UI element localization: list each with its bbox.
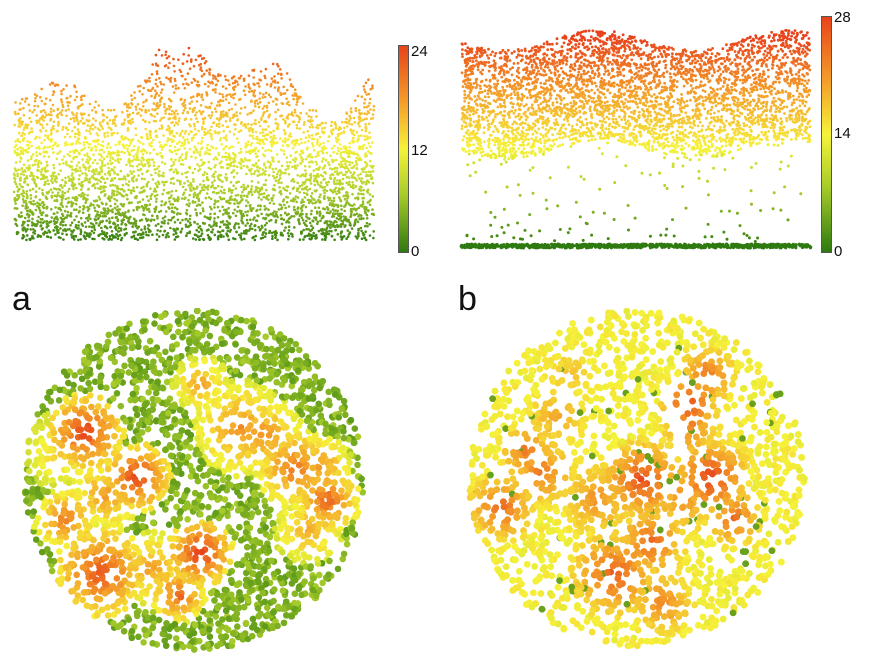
panel-b-top-view-canopy [466, 308, 808, 649]
panel-a-top-view-canopy [21, 308, 366, 653]
panel-b-height-colorbar [821, 16, 832, 253]
panel-b-colorbar-mid: 14 [834, 126, 851, 141]
panel-b-side-profile-point-cloud [459, 29, 813, 250]
panel-a-label: a [12, 282, 31, 316]
panel-a-colorbar-mid: 12 [411, 143, 428, 158]
panel-b-label: b [458, 282, 477, 316]
panel-b-colorbar-min: 0 [834, 244, 842, 259]
panel-a-height-colorbar [398, 45, 409, 253]
panel-a-side-profile-point-cloud [12, 46, 376, 242]
panel-a-colorbar-min: 0 [411, 244, 419, 259]
panel-a-colorbar-max: 24 [411, 44, 428, 59]
panel-b-colorbar-max: 28 [834, 10, 851, 25]
